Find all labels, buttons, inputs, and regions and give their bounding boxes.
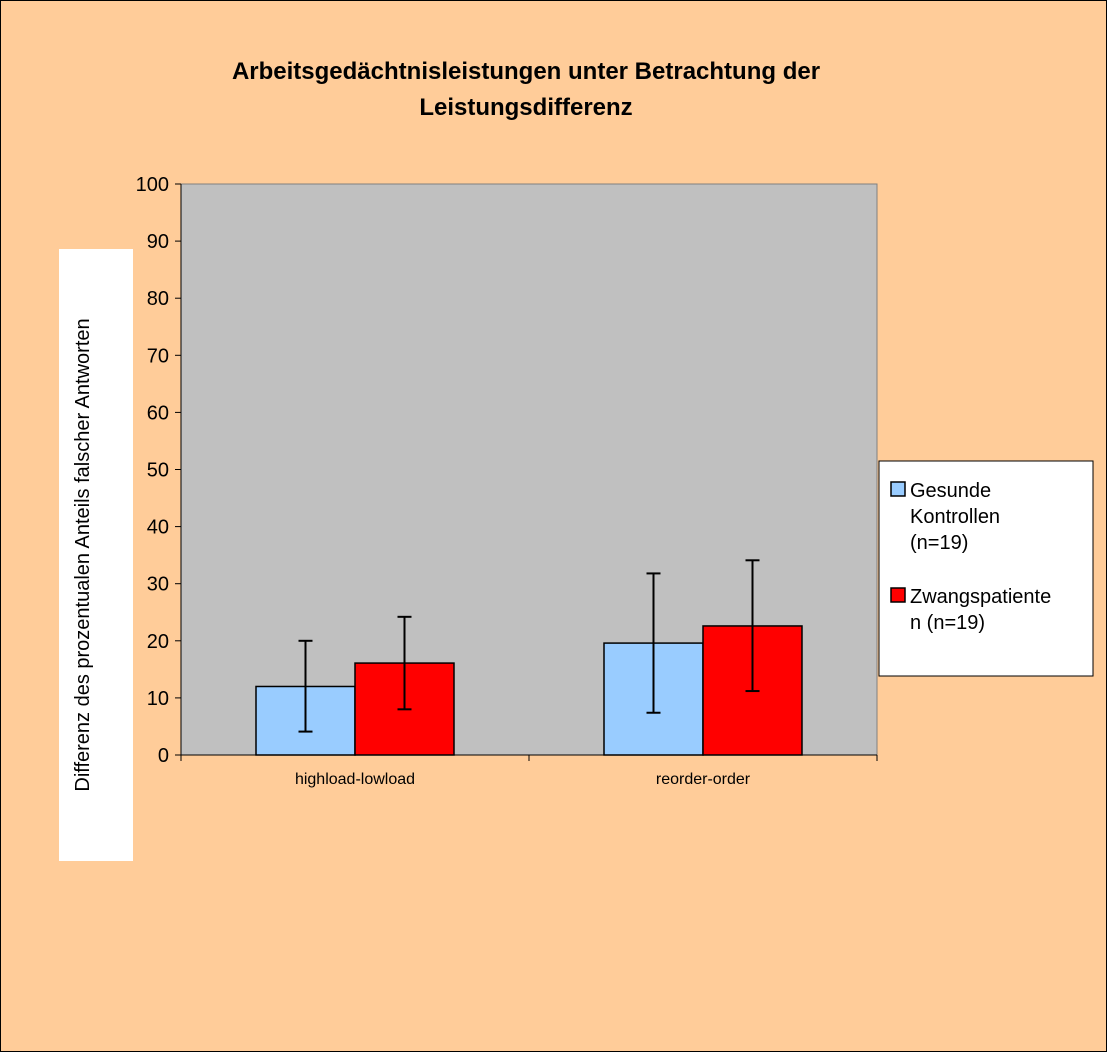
legend-label-zwang-line-2: n (n=19)	[910, 612, 985, 634]
legend-box	[878, 460, 1094, 677]
x-category-label: reorder-order	[656, 771, 751, 788]
y-tick-label: 80	[147, 288, 169, 310]
x-axis: highload-lowload reorder-order	[180, 754, 878, 788]
y-axis-label-group: Differenz des prozentualen Anteils falsc…	[59, 249, 133, 861]
y-axis-label: Differenz des prozentualen Anteils falsc…	[72, 318, 94, 791]
legend: Gesunde Kontrollen (n=19) Zwangspatiente…	[878, 460, 1094, 677]
y-tick-label: 10	[147, 688, 169, 710]
x-category-label: highload-lowload	[295, 771, 415, 788]
legend-label-zwang-line-1: Zwangspatiente	[910, 586, 1051, 608]
y-axis: 0 10 20 30 40 50 60 70 80 90 100	[136, 174, 182, 767]
y-tick-label: 90	[147, 231, 169, 253]
y-tick-label: 50	[147, 460, 169, 482]
y-tick-label: 60	[147, 402, 169, 424]
y-tick-label: 0	[158, 745, 169, 767]
chart-title-line-1: Arbeitsgedächtnisleistungen unter Betrac…	[232, 58, 820, 85]
legend-label-gesunde-line-3: (n=19)	[910, 532, 968, 554]
chart-title-line-2: Leistungsdifferenz	[419, 94, 632, 121]
y-tick-label: 100	[136, 174, 169, 196]
y-tick-label: 30	[147, 574, 169, 596]
y-tick-label: 70	[147, 345, 169, 367]
y-tick-label: 20	[147, 631, 169, 653]
error-bars	[298, 559, 760, 733]
legend-swatch-zwangspatienten	[890, 587, 906, 603]
legend-label-gesunde-line-2: Kontrollen	[910, 506, 1000, 528]
legend-swatch-gesunde-kontrollen	[890, 481, 906, 497]
legend-label-gesunde-line-1: Gesunde	[910, 480, 991, 502]
y-tick-label: 40	[147, 517, 169, 539]
y-axis-label-background	[59, 249, 133, 861]
